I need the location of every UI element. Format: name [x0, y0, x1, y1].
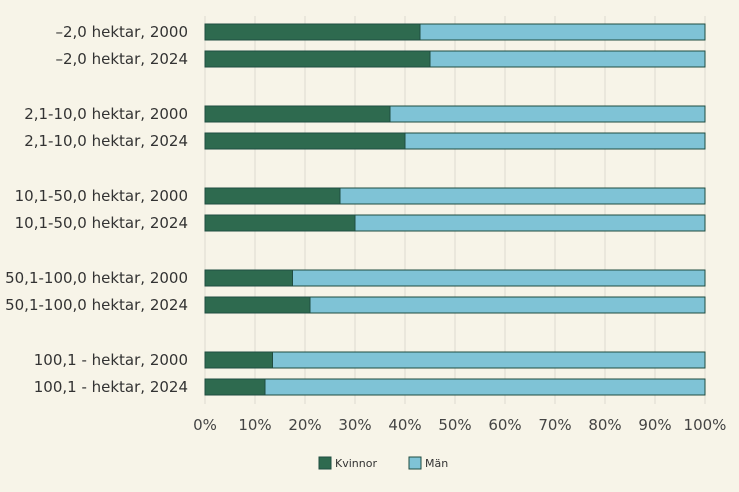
- category-label: –2,0 hektar, 2024: [56, 50, 189, 68]
- category-label: 50,1-100,0 hektar, 2024: [5, 296, 188, 314]
- category-label: 2,1-10,0 hektar, 2024: [24, 132, 188, 150]
- bar-kvinnor: [204, 296, 311, 314]
- bar-kvinnor: [204, 132, 406, 150]
- bar-man: [389, 105, 706, 123]
- category-label: 10,1-50,0 hektar, 2000: [15, 187, 188, 205]
- legend-label: Kvinnor: [335, 457, 377, 470]
- bar-kvinnor: [204, 214, 356, 232]
- category-label: 50,1-100,0 hektar, 2000: [5, 269, 188, 287]
- x-tick-label: 0%: [193, 416, 217, 434]
- category-label: 100,1 - hektar, 2000: [34, 351, 188, 369]
- x-tick-label: 20%: [288, 416, 321, 434]
- category-label: 100,1 - hektar, 2024: [34, 378, 188, 396]
- legend-label: Män: [425, 457, 448, 470]
- bar-kvinnor: [204, 378, 266, 396]
- bar-kvinnor: [204, 50, 431, 68]
- category-label: –2,0 hektar, 2000: [56, 23, 189, 41]
- legend-swatch: [318, 456, 332, 470]
- bar-man: [309, 296, 706, 314]
- bar-man: [404, 132, 706, 150]
- bar-man: [429, 50, 706, 68]
- x-tick-label: 10%: [238, 416, 271, 434]
- x-tick-label: 40%: [388, 416, 421, 434]
- bar-kvinnor: [204, 351, 273, 369]
- bar-man: [272, 351, 706, 369]
- x-tick-label: 60%: [488, 416, 521, 434]
- bar-man: [354, 214, 706, 232]
- x-tick-label: 70%: [538, 416, 571, 434]
- x-tick-label: 80%: [588, 416, 621, 434]
- bar-kvinnor: [204, 105, 391, 123]
- x-tick-label: 100%: [684, 416, 727, 434]
- category-label: 10,1-50,0 hektar, 2024: [15, 214, 188, 232]
- bar-man: [264, 378, 706, 396]
- bar-kvinnor: [204, 269, 293, 287]
- x-tick-label: 30%: [338, 416, 371, 434]
- x-tick-label: 90%: [638, 416, 671, 434]
- legend-swatch: [408, 456, 422, 470]
- x-tick-label: 50%: [438, 416, 471, 434]
- category-label: 2,1-10,0 hektar, 2000: [24, 105, 188, 123]
- bar-kvinnor: [204, 23, 421, 41]
- bar-kvinnor: [204, 187, 341, 205]
- bar-man: [419, 23, 706, 41]
- bar-man: [292, 269, 706, 287]
- bar-man: [339, 187, 706, 205]
